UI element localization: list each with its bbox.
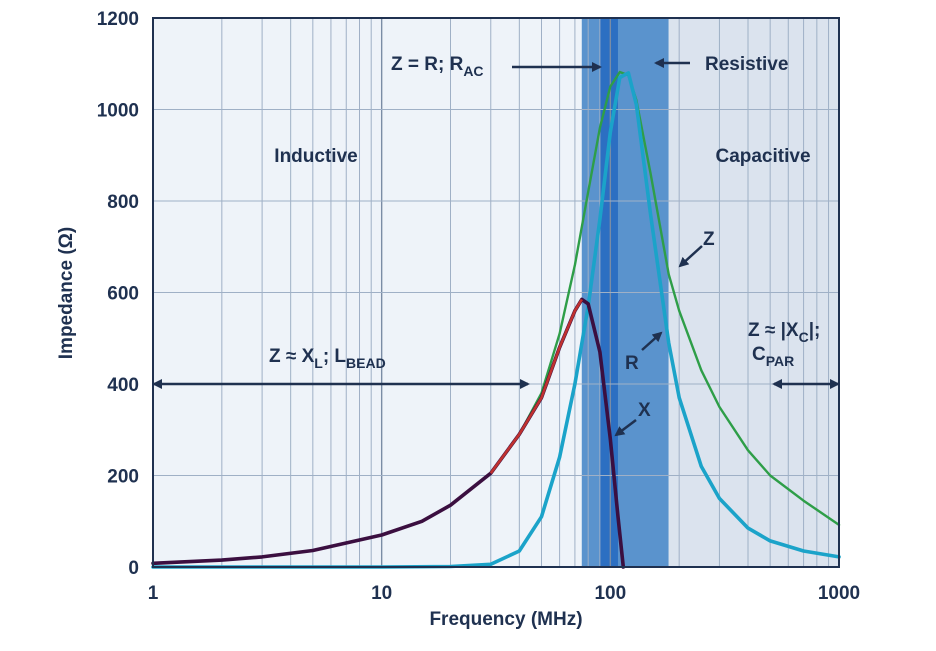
annotation-capacitive-approx: Z ≈ |XC|;: [748, 320, 820, 345]
plot-frame: [152, 17, 840, 568]
curve-label-z: Z: [703, 229, 715, 250]
series-line-r: [151, 71, 841, 569]
y-tick-label: 200: [107, 467, 139, 488]
region-label-inductive: Inductive: [274, 146, 357, 167]
curve-label-x: X: [638, 400, 651, 421]
y-axis-label: Impedance (Ω): [56, 227, 77, 359]
x-tick-label: 1: [148, 583, 159, 604]
x-tick-label: 10: [371, 583, 392, 604]
y-tick-label: 800: [107, 192, 139, 213]
y-tick-label: 1000: [97, 101, 139, 122]
arrow-curve-z: [678, 245, 703, 268]
region-label-capacitive: Capacitive: [715, 146, 810, 167]
y-tick-label: 600: [107, 284, 139, 305]
arrow-curve-x: [614, 419, 637, 437]
series-line-x-overlap: [489, 298, 583, 474]
series-lines: [151, 70, 841, 569]
y-tick-label: 1200: [97, 9, 139, 30]
x-tick-label: 100: [594, 583, 626, 604]
curve-label-r: R: [625, 353, 639, 374]
annotation-cpar: CPAR: [752, 344, 794, 369]
x-axis-label: Frequency (MHz): [429, 609, 582, 630]
tick-labels: 1 10 100 1000 0 200 400 600 800 1000 1200: [97, 9, 860, 604]
annotation-inductive-approx: Z ≈ XL; LBEAD: [269, 346, 386, 371]
y-tick-label: 400: [107, 375, 139, 396]
y-tick-label: 0: [128, 558, 139, 579]
region-label-resistive: Resistive: [705, 54, 788, 75]
annotation-z-equals-r: Z = R; RAC: [391, 54, 484, 79]
arrow-curve-r: [641, 331, 663, 351]
axes-frame: [152, 17, 840, 568]
x-tick-label: 1000: [818, 583, 860, 604]
